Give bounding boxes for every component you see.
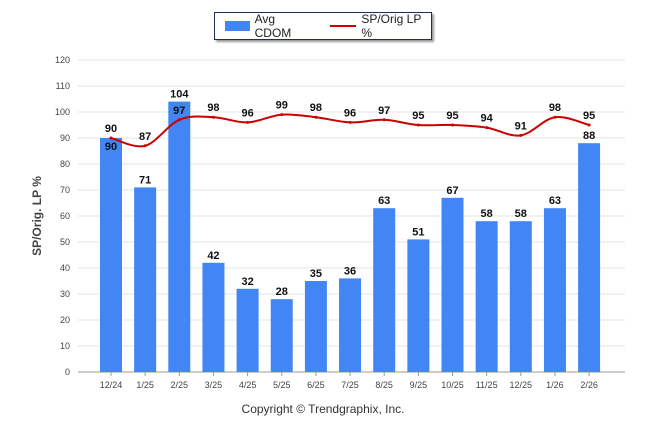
bar — [475, 221, 498, 372]
y-tick-label: 90 — [60, 133, 70, 143]
line-point — [485, 126, 489, 130]
x-tick-label: 3/25 — [205, 380, 223, 390]
y-tick-label: 50 — [60, 237, 70, 247]
bar — [270, 299, 293, 372]
bar-data-label: 35 — [310, 268, 322, 280]
y-tick-label: 10 — [60, 341, 70, 351]
x-tick-label: 9/25 — [410, 380, 428, 390]
line-data-label: 94 — [481, 113, 494, 125]
x-tick-label: 4/25 — [239, 380, 257, 390]
legend-item-sp-orig[interactable]: SP/Orig LP % — [322, 12, 431, 40]
line-data-label: 95 — [412, 110, 424, 122]
y-tick-label: 120 — [55, 55, 70, 65]
line-swatch-icon — [329, 25, 357, 27]
bar-data-label: 71 — [139, 174, 151, 186]
line-point — [348, 120, 352, 124]
bar-data-label: 88 — [583, 130, 595, 142]
y-tick-label: 20 — [60, 315, 70, 325]
line-data-label: 96 — [344, 107, 356, 119]
line-point — [280, 113, 284, 117]
line-data-label: 97 — [378, 105, 390, 117]
line-data-label: 97 — [173, 105, 185, 117]
y-tick-label: 100 — [55, 107, 70, 117]
y-tick-label: 40 — [60, 263, 70, 273]
line-data-label: 96 — [241, 107, 253, 119]
legend: Avg CDOM SP/Orig LP % — [214, 12, 432, 40]
line-data-label: 87 — [139, 131, 151, 143]
bar-data-label: 63 — [378, 195, 390, 207]
bar — [578, 143, 601, 372]
x-tick-label: 5/25 — [273, 380, 291, 390]
y-tick-label: 60 — [60, 211, 70, 221]
y-tick-label: 70 — [60, 185, 70, 195]
bar — [202, 262, 225, 372]
x-tick-label: 1/26 — [546, 380, 564, 390]
bar-data-label: 58 — [481, 208, 493, 220]
bar-swatch-icon — [225, 21, 250, 31]
line-point — [109, 136, 113, 140]
line-data-label: 99 — [276, 100, 288, 112]
line-point — [587, 123, 591, 127]
legend-label: SP/Orig LP % — [361, 12, 422, 40]
bar — [543, 208, 566, 372]
line-data-label: 95 — [583, 110, 595, 122]
y-tick-label: 0 — [65, 367, 70, 377]
x-tick-label: 2/26 — [580, 380, 598, 390]
line-point — [246, 120, 250, 124]
x-tick-label: 2/25 — [171, 380, 189, 390]
bar — [100, 138, 122, 372]
y-tick-label: 30 — [60, 289, 70, 299]
bar — [339, 278, 362, 372]
x-tick-label: 11/25 — [476, 380, 498, 390]
line-point — [143, 144, 147, 148]
legend-label: Avg CDOM — [254, 12, 292, 40]
bar-data-label: 58 — [515, 208, 527, 220]
line-data-label: 90 — [105, 123, 117, 135]
line-data-label: 98 — [207, 102, 219, 114]
bar-data-label: 90 — [105, 141, 117, 153]
x-tick-label: 1/25 — [136, 380, 154, 390]
x-tick-label: 6/25 — [307, 380, 325, 390]
x-tick-label: 12/25 — [510, 380, 533, 390]
bar-data-label: 36 — [344, 265, 356, 277]
line-point — [519, 133, 523, 137]
line-point — [553, 115, 557, 119]
copyright: Copyright © Trendgraphix, Inc. — [241, 402, 405, 416]
x-tick-label: 10/25 — [441, 380, 464, 390]
line-data-label: 98 — [310, 102, 322, 114]
line-point — [451, 123, 454, 127]
bar — [236, 288, 259, 372]
line-point — [382, 118, 386, 122]
bar-data-label: 32 — [241, 276, 253, 288]
bar — [373, 208, 396, 372]
bar-data-label: 42 — [207, 250, 219, 262]
bar-data-label: 51 — [412, 226, 424, 238]
line-point — [314, 115, 318, 119]
line-point — [177, 118, 181, 122]
legend-item-avg-cdom[interactable]: Avg CDOM — [225, 12, 312, 40]
bar — [441, 197, 464, 372]
bar-data-label: 63 — [549, 195, 561, 207]
y-tick-label: 80 — [60, 159, 70, 169]
bar — [509, 221, 532, 372]
bar-data-label: 28 — [276, 286, 288, 298]
x-tick-label: 7/25 — [341, 380, 359, 390]
line-point — [211, 115, 215, 119]
y-axis-label: SP/Orig. LP % — [30, 176, 44, 256]
bar — [304, 281, 327, 372]
x-tick-label: 8/25 — [375, 380, 393, 390]
bar-data-label: 104 — [170, 89, 189, 101]
x-tick-label: 12/24 — [100, 380, 123, 390]
bar — [407, 239, 430, 372]
line-data-label: 91 — [515, 120, 527, 132]
bar-data-label: 67 — [446, 185, 458, 197]
bar — [168, 101, 191, 372]
line-point — [416, 123, 420, 127]
line-data-label: 98 — [549, 102, 561, 114]
line-data-label: 95 — [446, 110, 458, 122]
y-tick-label: 110 — [56, 81, 70, 91]
bar — [134, 187, 157, 372]
